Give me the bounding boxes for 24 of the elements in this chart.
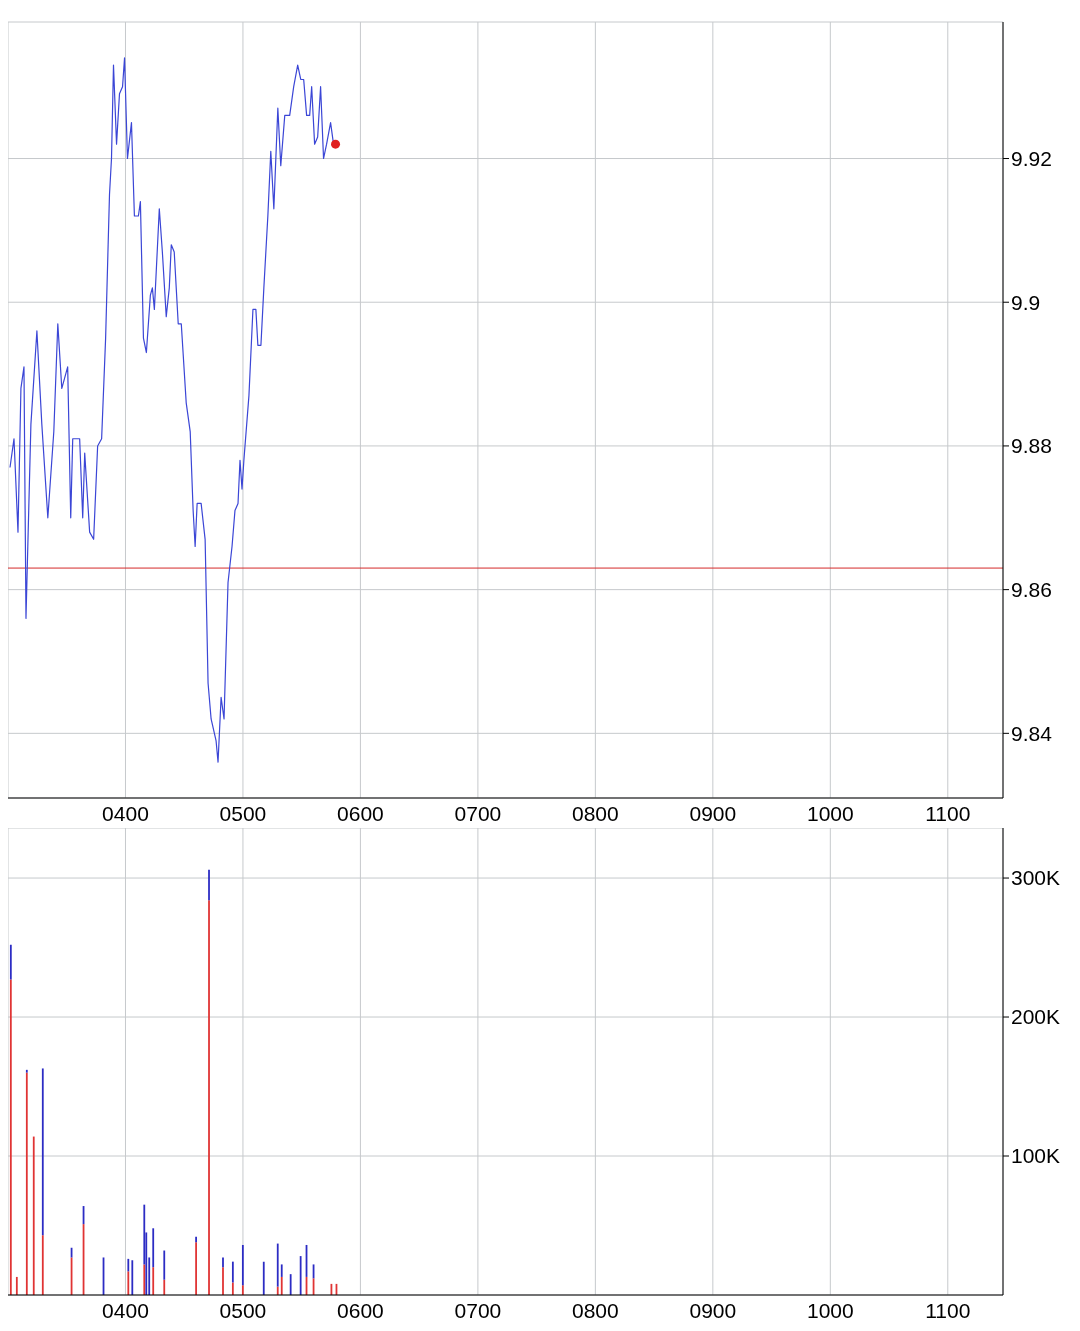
- y-tick-label: 300K: [1011, 866, 1061, 890]
- y-tick-label: 100K: [1011, 1144, 1061, 1168]
- x-tick-label: 0400: [102, 1298, 149, 1322]
- y-tick-label: 9.92: [1011, 146, 1052, 170]
- x-tick-label: 0600: [337, 801, 384, 825]
- x-tick-label: 1100: [925, 1298, 971, 1322]
- x-tick-label: 0700: [454, 801, 502, 825]
- y-tick-label: 9.84: [1011, 721, 1053, 745]
- x-tick-label: 1000: [806, 1298, 854, 1322]
- x-tick-label: 1100: [925, 801, 971, 825]
- x-tick-label: 0600: [337, 1298, 384, 1322]
- x-tick-label: 0800: [572, 1298, 619, 1322]
- x-tick-label: 0500: [219, 1298, 267, 1322]
- x-tick-label: 0400: [102, 801, 149, 825]
- x-tick-label: 0900: [689, 801, 737, 825]
- x-tick-label: 0500: [219, 801, 267, 825]
- y-tick-label: 9.88: [1011, 434, 1052, 458]
- x-tick-label: 0700: [454, 1298, 502, 1322]
- y-tick-label: 200K: [1011, 1005, 1061, 1029]
- y-tick-label: 9.86: [1011, 578, 1052, 602]
- y-tick-label: 9.9: [1011, 290, 1041, 314]
- x-tick-label: 1000: [806, 801, 854, 825]
- x-tick-label: 0900: [689, 1298, 737, 1322]
- x-tick-label: 0800: [572, 801, 619, 825]
